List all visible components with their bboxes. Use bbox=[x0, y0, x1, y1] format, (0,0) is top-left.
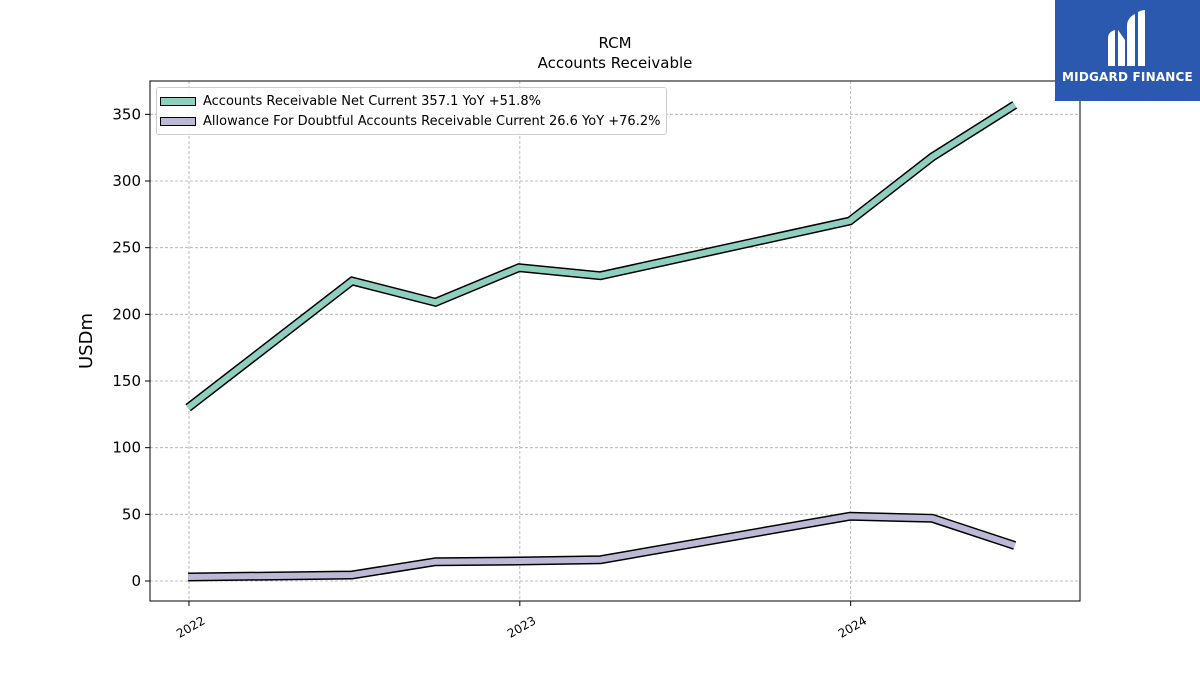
legend-swatch-net-current bbox=[160, 96, 196, 106]
legend-label-allowance: Allowance For Doubtful Accounts Receivab… bbox=[203, 113, 661, 129]
y-tick-label: 150 bbox=[112, 372, 141, 390]
series-point-0 bbox=[599, 275, 601, 277]
series-point-0 bbox=[931, 156, 933, 158]
y-tick-label: 300 bbox=[112, 172, 141, 190]
chart-title: RCM bbox=[598, 34, 631, 52]
y-axis-ticks: 0 50 100 150 200 250 300 350 bbox=[112, 105, 150, 590]
series-line-1 bbox=[188, 513, 1016, 580]
legend: Accounts Receivable Net Current 357.1 Yo… bbox=[156, 87, 668, 135]
y-tick-label: 350 bbox=[112, 105, 141, 123]
series-outline-1 bbox=[188, 511, 1017, 582]
x-tick-label: 2024 bbox=[836, 613, 869, 640]
legend-item-allowance: Allowance For Doubtful Accounts Receivab… bbox=[160, 111, 660, 131]
x-axis-ticks: 2022 2023 2024 bbox=[174, 601, 869, 641]
y-tick-label: 100 bbox=[112, 439, 141, 457]
x-tick-label: 2022 bbox=[174, 613, 207, 640]
x-tick-label: 2023 bbox=[505, 613, 538, 640]
series-point-1 bbox=[849, 515, 851, 517]
series-point-1 bbox=[1014, 545, 1016, 547]
legend-item-net-current: Accounts Receivable Net Current 357.1 Yo… bbox=[160, 91, 660, 111]
legend-swatch-allowance bbox=[160, 116, 196, 126]
legend-label-net-current: Accounts Receivable Net Current 357.1 Yo… bbox=[203, 93, 541, 109]
logo-mark-icon bbox=[1108, 10, 1145, 66]
series-point-1 bbox=[435, 561, 437, 563]
series-point-0 bbox=[518, 267, 520, 269]
series-point-1 bbox=[187, 576, 189, 578]
series-point-0 bbox=[1014, 104, 1016, 106]
series-point-1 bbox=[351, 574, 353, 576]
y-tick-label: 50 bbox=[122, 505, 141, 523]
series-point-1 bbox=[599, 559, 601, 561]
series-point-1 bbox=[931, 517, 933, 519]
series-lines bbox=[185, 101, 1018, 582]
series-point-0 bbox=[187, 407, 189, 409]
series-point-1 bbox=[518, 560, 520, 562]
plot-frame bbox=[149, 80, 1081, 602]
y-tick-label: 0 bbox=[131, 572, 141, 590]
series-point-0 bbox=[435, 301, 437, 303]
y-tick-label: 250 bbox=[112, 239, 141, 257]
series-point-0 bbox=[351, 280, 353, 282]
y-tick-label: 200 bbox=[112, 305, 141, 323]
chart-subtitle: Accounts Receivable bbox=[538, 54, 693, 72]
logo-text: MIDGARD FINANCE bbox=[1062, 70, 1193, 84]
y-axis-label: USDm bbox=[76, 313, 97, 369]
series-point-0 bbox=[849, 220, 851, 222]
series-line-0 bbox=[186, 102, 1017, 411]
brand-logo: MIDGARD FINANCE bbox=[1055, 0, 1200, 101]
series-outline-0 bbox=[185, 101, 1018, 412]
